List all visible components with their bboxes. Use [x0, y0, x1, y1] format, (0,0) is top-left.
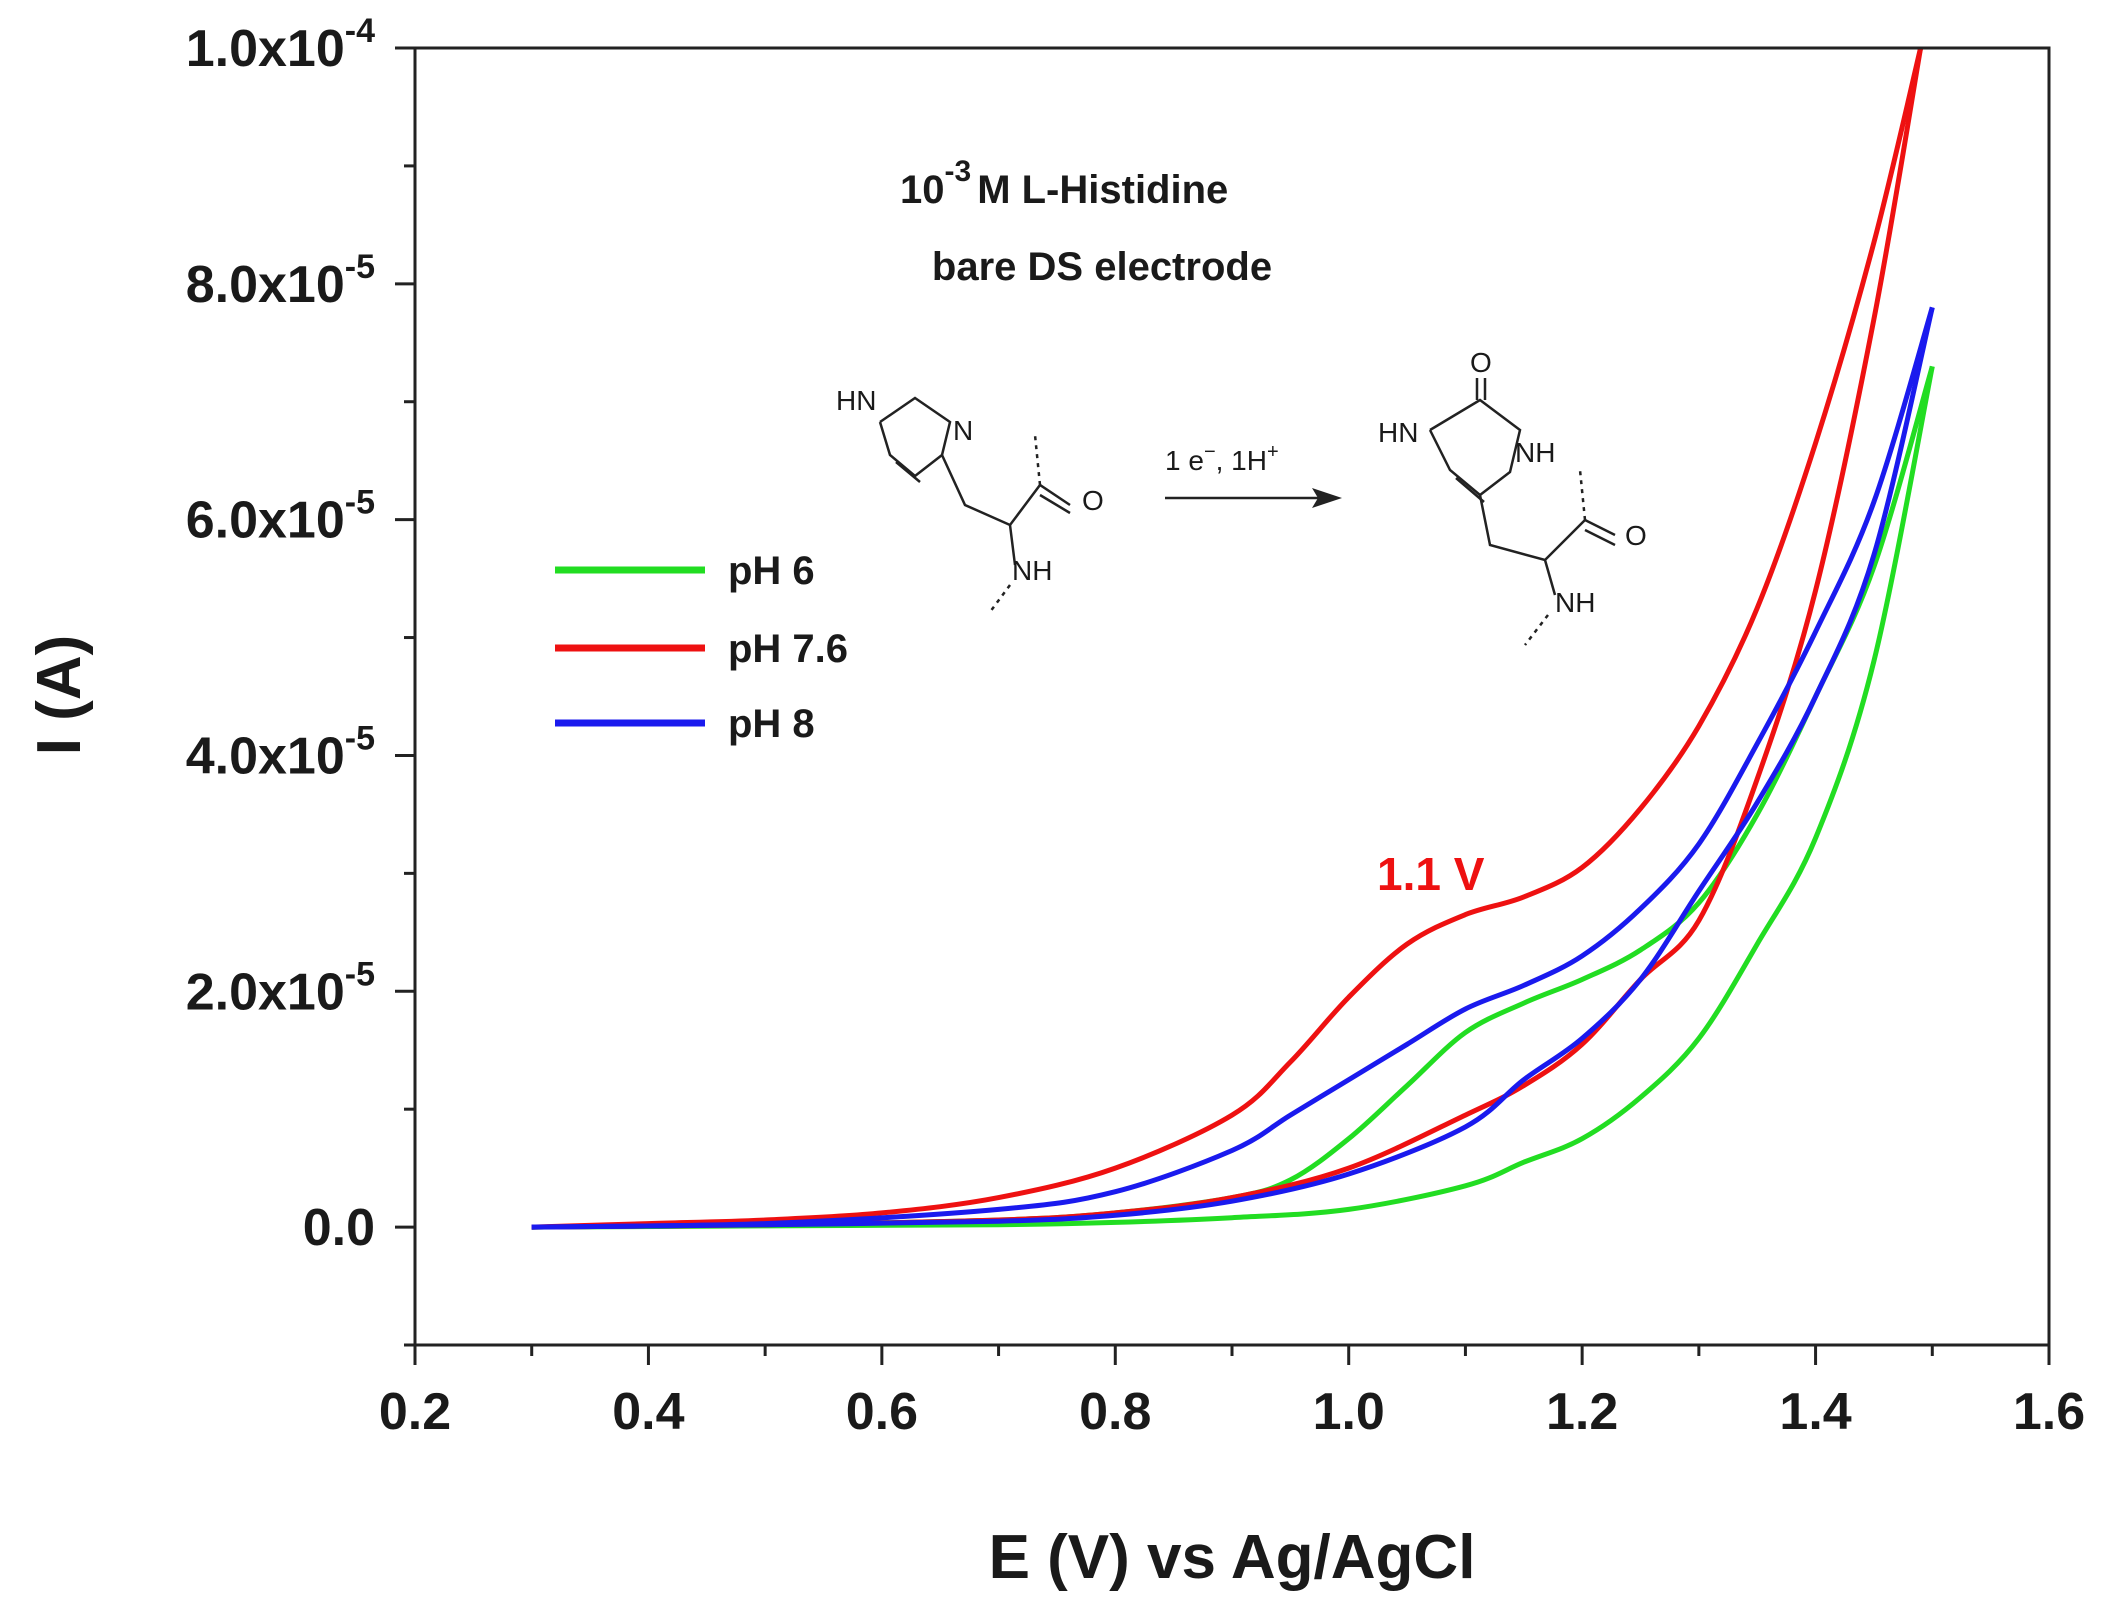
concentration-exponent: -3 — [945, 155, 972, 188]
reaction-arrow-head — [1312, 488, 1342, 508]
right-amine-dashed — [1524, 614, 1549, 646]
y-axis: 0.02.0x10-54.0x10-56.0x10-58.0x10-51.0x1… — [186, 12, 415, 1347]
concentration-rest: M L-Histidine — [977, 168, 1228, 212]
y-tick-exponent: -5 — [345, 248, 375, 286]
x-axis-title: E (V) vs Ag/AgCl — [989, 1523, 1476, 1592]
oxidized-histidine-structure: HN NH O O NH — [1378, 347, 1647, 646]
electrode-note: bare DS electrode — [932, 245, 1272, 289]
x-axis: 0.2 0.4 0.6 0.8 1.0 1.2 1.4 1.6 — [379, 1345, 2085, 1441]
right-o-top-label: O — [1470, 347, 1492, 378]
y-tick-label: 0.0 — [303, 1199, 375, 1257]
y-tick-exponent: -5 — [345, 955, 375, 993]
series-ph-6-reverse-scan — [531, 365, 1935, 1230]
right-hn-label: HN — [1378, 417, 1418, 448]
reaction-arrow: 1 e−, 1H+ — [1165, 441, 1342, 508]
series-ph-8-forward-scan — [531, 306, 1935, 1230]
right-carbonyl-double — [1584, 528, 1616, 547]
series-layer — [531, 47, 1935, 1230]
y-tick-mantissa: 8.0x10 — [186, 256, 345, 314]
reaction-electron-sup: − — [1204, 441, 1216, 463]
left-carbonyl-double — [1039, 493, 1071, 515]
y-tick-exponent: -5 — [345, 719, 375, 757]
left-n-label: N — [953, 415, 973, 446]
legend-label-ph8: pH 8 — [728, 702, 815, 746]
x-tick-label: 0.6 — [846, 1383, 918, 1441]
legend: pH 6 pH 7.6 pH 8 — [555, 549, 848, 746]
y-tick-mantissa: 2.0x10 — [186, 963, 345, 1021]
left-hn-label: HN — [836, 385, 876, 416]
x-tick-label: 1.0 — [1313, 1383, 1385, 1441]
y-tick-label: 4.0x10-5 — [186, 719, 375, 785]
y-tick-mantissa: 1.0x10 — [186, 20, 345, 78]
y-tick-mantissa: 0.0 — [303, 1199, 375, 1257]
right-nh-ring-label: NH — [1515, 437, 1555, 468]
peak-potential-label: 1.1 V — [1377, 848, 1485, 900]
left-nh-label: NH — [1012, 555, 1052, 586]
x-tick-label: 0.4 — [612, 1383, 684, 1441]
left-amine-bond — [1008, 524, 1017, 566]
right-o-label: O — [1625, 520, 1647, 551]
y-tick-label: 1.0x10-4 — [186, 12, 375, 78]
series-ph-7-6-forward-scan — [531, 47, 1924, 1230]
reaction-conditions: 1 e−, 1H+ — [1165, 441, 1279, 476]
histidine-structure: HN N O NH — [836, 385, 1104, 613]
x-tick-label: 0.8 — [1079, 1383, 1151, 1441]
x-tick-label: 0.2 — [379, 1383, 451, 1441]
reaction-electron: 1 e — [1165, 445, 1204, 476]
right-amine-bond — [1543, 559, 1557, 596]
x-tick-label: 1.4 — [1779, 1383, 1851, 1441]
y-tick-mantissa: 4.0x10 — [186, 727, 345, 785]
right-ring-bonds — [1428, 398, 1522, 497]
left-ring-double-bond — [895, 461, 921, 483]
y-tick-mantissa: 6.0x10 — [186, 492, 345, 550]
x-tick-label: 1.2 — [1546, 1383, 1618, 1441]
y-axis-title: I (A) — [25, 635, 94, 756]
concentration-note: 10-3 M L-Histidine — [900, 155, 1228, 212]
x-tick-label: 1.6 — [2013, 1383, 2085, 1441]
legend-label-ph76: pH 7.6 — [728, 627, 848, 671]
left-o-label: O — [1082, 485, 1104, 516]
y-tick-exponent: -5 — [345, 484, 375, 522]
legend-label-ph6: pH 6 — [728, 549, 815, 593]
series-ph-8-reverse-scan — [531, 306, 1935, 1230]
y-tick-exponent: -4 — [345, 12, 375, 50]
y-tick-label: 2.0x10-5 — [186, 955, 375, 1021]
reaction-proton: , 1H — [1216, 445, 1267, 476]
concentration-base: 10 — [900, 168, 945, 212]
right-nh-label: NH — [1555, 587, 1595, 618]
y-tick-label: 6.0x10-5 — [186, 484, 375, 550]
reaction-proton-sup: + — [1267, 441, 1279, 463]
y-tick-label: 8.0x10-5 — [186, 248, 375, 314]
left-amine-dashed — [988, 584, 1012, 613]
